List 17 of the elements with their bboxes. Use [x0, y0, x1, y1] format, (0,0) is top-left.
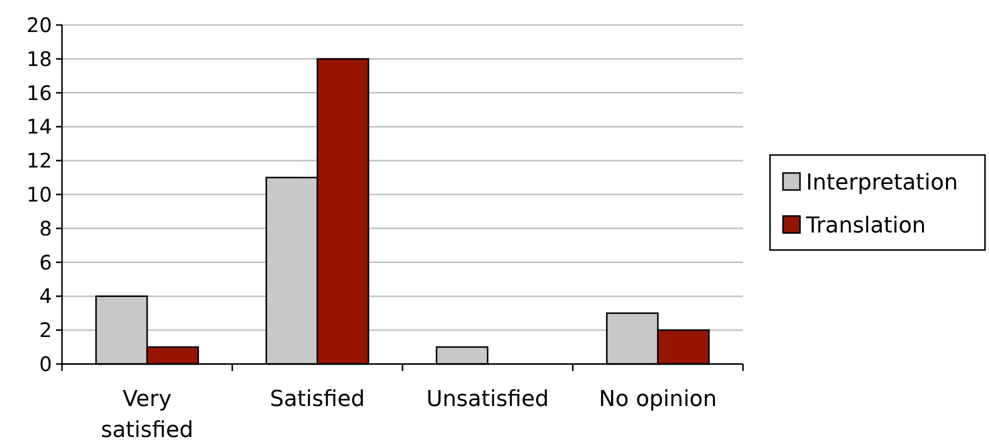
legend-label: Interpretation	[806, 170, 958, 196]
y-tick-label: 10	[26, 182, 52, 206]
y-tick-label: 12	[26, 148, 52, 173]
x-tick-label: Satisfied	[270, 387, 365, 412]
y-tick-label: 18	[26, 46, 52, 71]
y-tick-label: 0	[39, 352, 52, 376]
y-tick-label: 8	[39, 216, 52, 240]
y-tick-label: 16	[26, 80, 52, 105]
legend-label: Translation	[805, 214, 926, 239]
y-tick-label: 20	[26, 13, 52, 37]
x-tick-label: Very satisfied	[100, 387, 194, 441]
y-tick-label: 2	[39, 318, 52, 342]
x-tick-label: No opinion	[598, 387, 717, 412]
y-tick-label: 6	[39, 250, 52, 274]
y-tick-label: 4	[39, 284, 52, 308]
x-tick-label: Unsatisfied	[426, 387, 549, 412]
y-tick-label: 14	[26, 114, 52, 139]
